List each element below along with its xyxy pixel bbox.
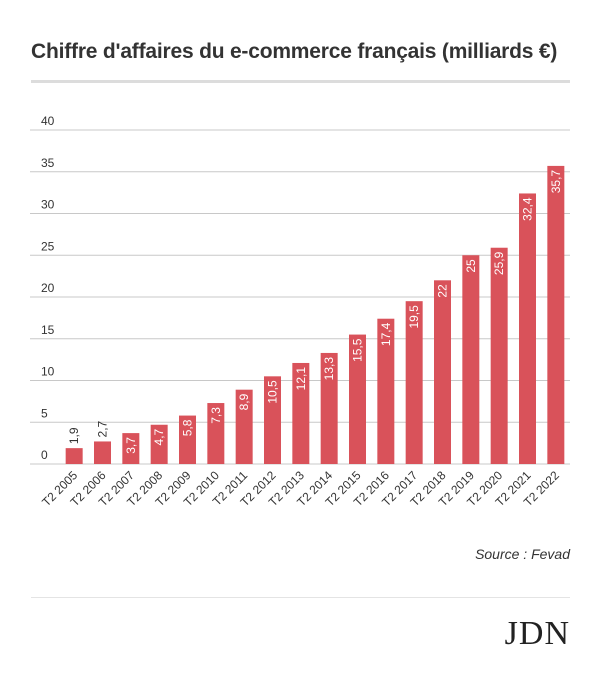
bar	[349, 334, 366, 464]
data-label: 19,5	[407, 305, 421, 329]
bar	[292, 362, 310, 464]
y-tick-label: 40	[41, 114, 55, 128]
bar	[235, 389, 253, 464]
bar	[405, 301, 423, 464]
y-tick-label: 20	[41, 281, 55, 295]
data-label: 1,9	[67, 427, 81, 444]
data-label: 12,1	[294, 367, 308, 391]
y-tick-label: 25	[41, 239, 55, 253]
bar	[264, 376, 281, 464]
bar	[377, 318, 395, 464]
data-label: 32,4	[521, 197, 535, 221]
bar	[519, 193, 536, 464]
data-label: 4,7	[152, 428, 166, 445]
data-label: 25,9	[492, 251, 506, 275]
bar	[122, 433, 140, 464]
data-label: 2,7	[96, 420, 110, 437]
bar	[179, 415, 196, 464]
bar	[462, 255, 480, 464]
chart-title: Chiffre d'affaires du e-commerce françai…	[31, 40, 558, 63]
bar	[65, 448, 83, 464]
y-tick-label: 30	[41, 198, 55, 212]
bar	[94, 441, 111, 464]
data-label: 10,5	[266, 380, 280, 404]
data-label: 35,7	[549, 170, 563, 194]
y-tick-label: 0	[41, 448, 48, 462]
data-label: 8,9	[237, 393, 251, 410]
title-divider	[31, 80, 570, 83]
source-note: Source : Fevad	[475, 546, 570, 562]
bar	[320, 352, 338, 464]
jdn-logo: JDN	[504, 615, 570, 652]
data-label: 25	[464, 259, 478, 273]
bar	[150, 424, 168, 464]
footer-divider	[31, 597, 570, 598]
y-tick-label: 10	[41, 365, 55, 379]
data-label: 7,3	[209, 407, 223, 424]
data-label: 17,4	[379, 322, 393, 346]
bar	[434, 280, 451, 464]
y-tick-label: 5	[41, 406, 48, 420]
data-label: 13,3	[322, 357, 336, 381]
data-label: 15,5	[351, 338, 365, 362]
data-label: 3,7	[124, 437, 138, 454]
bar	[547, 165, 565, 464]
bar	[490, 247, 508, 464]
data-label: 22	[436, 284, 450, 298]
bar	[207, 403, 225, 464]
data-label: 5,8	[181, 419, 195, 436]
y-tick-label: 15	[41, 323, 55, 337]
y-tick-label: 35	[41, 156, 55, 170]
